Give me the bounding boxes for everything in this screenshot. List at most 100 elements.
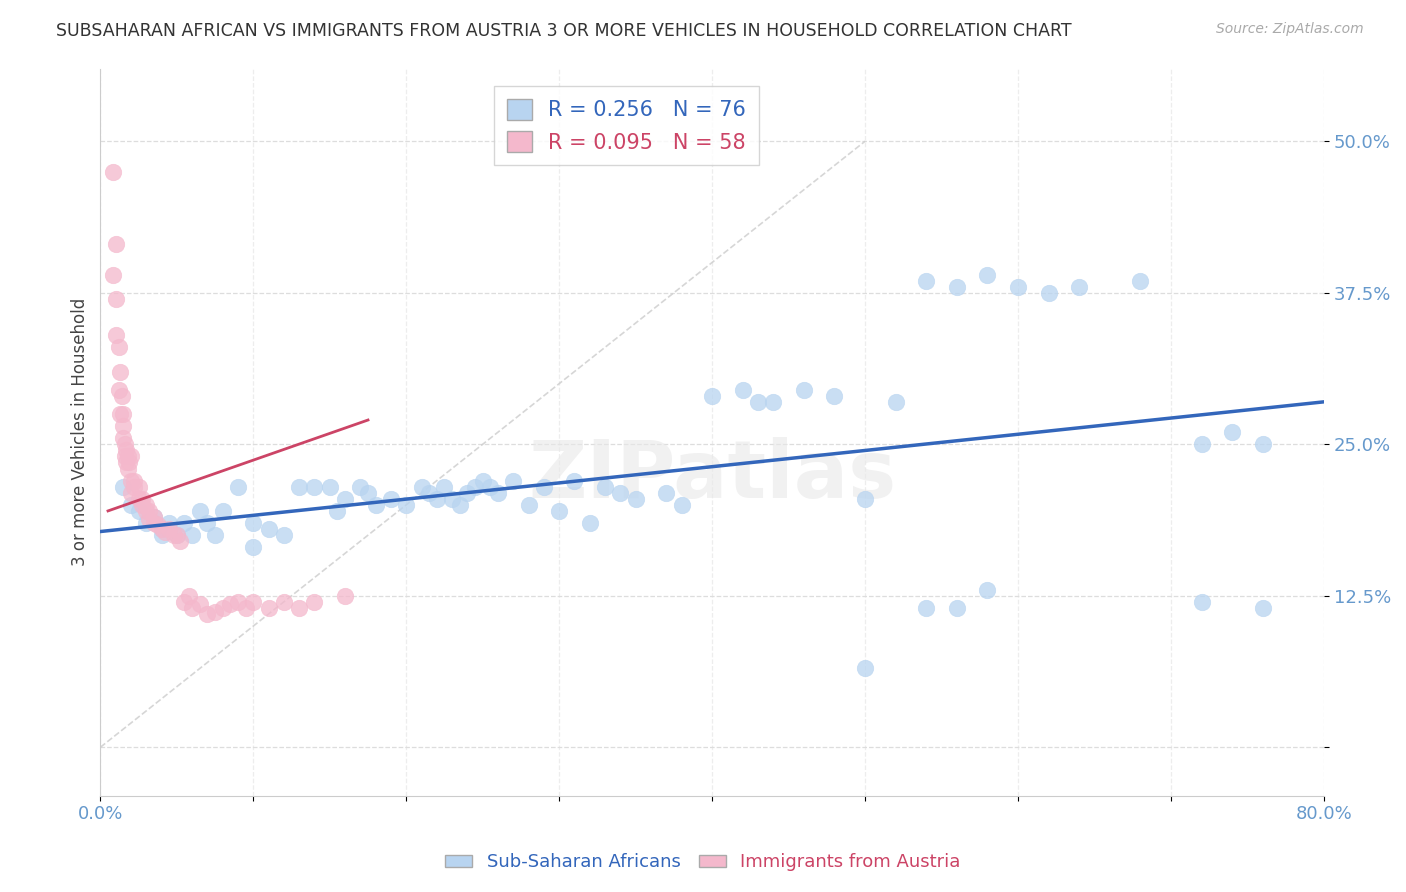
Text: SUBSAHARAN AFRICAN VS IMMIGRANTS FROM AUSTRIA 3 OR MORE VEHICLES IN HOUSEHOLD CO: SUBSAHARAN AFRICAN VS IMMIGRANTS FROM AU… [56,22,1071,40]
Point [1069,279,1091,293]
Point [173,516,195,530]
Point [915,600,938,615]
Point [1191,437,1213,451]
Point [655,485,678,500]
Point [128,491,150,506]
Point [150,528,173,542]
Point [609,485,631,500]
Point [884,394,907,409]
Text: ZIPatlas: ZIPatlas [529,437,896,515]
Point [114,450,136,464]
Point [197,516,219,530]
Point [112,431,135,445]
Point [1038,285,1060,300]
Point [122,480,145,494]
Point [449,498,471,512]
Point [120,485,142,500]
Point [163,528,186,542]
Point [273,528,295,542]
Point [411,480,433,494]
Point [357,485,380,500]
Point [211,600,233,615]
Point [117,461,139,475]
Point [441,491,464,506]
Point [135,498,157,512]
Point [242,595,264,609]
Point [181,600,204,615]
Point [173,595,195,609]
Point [211,504,233,518]
Point [219,597,242,611]
Point [111,389,134,403]
Point [257,522,280,536]
Point [177,589,200,603]
Point [157,522,180,536]
Point [166,528,188,542]
Point [288,480,311,494]
Point [426,491,449,506]
Point [1220,425,1243,439]
Point [762,394,785,409]
Point [188,504,211,518]
Point [104,328,127,343]
Point [142,510,165,524]
Legend: R = 0.256   N = 76, R = 0.095   N = 58: R = 0.256 N = 76, R = 0.095 N = 58 [494,87,759,165]
Point [319,480,342,494]
Point [517,498,540,512]
Point [115,455,138,469]
Point [593,480,616,494]
Point [564,474,586,488]
Point [150,522,173,536]
Point [204,605,226,619]
Point [418,485,440,500]
Point [502,474,524,488]
Point [115,443,138,458]
Point [148,518,170,533]
Point [731,383,754,397]
Point [364,498,387,512]
Point [533,480,555,494]
Point [114,437,136,451]
Point [153,524,176,539]
Point [257,600,280,615]
Point [946,600,969,615]
Point [112,419,135,434]
Point [946,279,969,293]
Point [464,480,486,494]
Point [433,480,456,494]
Point [135,504,157,518]
Point [700,389,723,403]
Point [486,485,509,500]
Point [671,498,693,512]
Point [976,268,998,282]
Point [226,595,249,609]
Point [104,292,127,306]
Point [128,504,150,518]
Point [117,450,139,464]
Point [624,491,647,506]
Legend: Sub-Saharan Africans, Immigrants from Austria: Sub-Saharan Africans, Immigrants from Au… [439,847,967,879]
Point [122,474,145,488]
Point [1007,279,1029,293]
Point [242,541,264,555]
Point [380,491,402,506]
Point [548,504,571,518]
Point [326,504,349,518]
Point [273,595,295,609]
Point [288,600,311,615]
Point [226,480,249,494]
Point [104,237,127,252]
Point [1251,600,1274,615]
Point [107,383,129,397]
Point [333,491,356,506]
Point [110,365,132,379]
Point [242,516,264,530]
Point [471,474,494,488]
Point [824,389,846,403]
Point [479,480,502,494]
Point [853,491,876,506]
Point [578,516,600,530]
Point [150,522,173,536]
Point [188,597,211,611]
Point [135,516,157,530]
